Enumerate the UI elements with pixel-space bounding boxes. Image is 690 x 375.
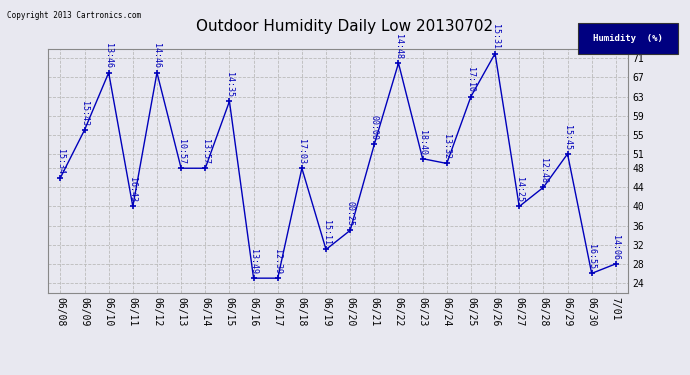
Text: 12:48: 12:48 bbox=[539, 158, 548, 183]
Text: 15:43: 15:43 bbox=[80, 101, 89, 126]
Text: 13:57: 13:57 bbox=[201, 139, 210, 164]
Text: 14:25: 14:25 bbox=[515, 177, 524, 202]
Text: 17:10: 17:10 bbox=[466, 68, 475, 92]
Text: 17:03: 17:03 bbox=[297, 139, 306, 164]
Text: 14:35: 14:35 bbox=[225, 72, 234, 97]
Text: 18:40: 18:40 bbox=[418, 129, 427, 154]
Text: 15:34: 15:34 bbox=[56, 148, 65, 174]
Text: 13:32: 13:32 bbox=[442, 134, 451, 159]
Text: 15:11: 15:11 bbox=[322, 220, 331, 245]
Text: 13:49: 13:49 bbox=[249, 249, 258, 274]
Text: Copyright 2013 Cartronics.com: Copyright 2013 Cartronics.com bbox=[7, 11, 141, 20]
Text: Humidity  (%): Humidity (%) bbox=[593, 34, 663, 43]
Text: 13:46: 13:46 bbox=[104, 44, 113, 69]
Text: 14:48: 14:48 bbox=[394, 34, 403, 59]
Text: 10:57: 10:57 bbox=[177, 139, 186, 164]
Text: 00:00: 00:00 bbox=[370, 115, 379, 140]
Text: 16:43: 16:43 bbox=[128, 177, 137, 202]
Text: 14:06: 14:06 bbox=[611, 235, 620, 260]
Text: Outdoor Humidity Daily Low 20130702: Outdoor Humidity Daily Low 20130702 bbox=[197, 19, 493, 34]
Text: 15:31: 15:31 bbox=[491, 24, 500, 50]
Text: 14:46: 14:46 bbox=[152, 44, 161, 69]
Text: 16:55: 16:55 bbox=[587, 244, 596, 269]
Text: 00:25: 00:25 bbox=[346, 201, 355, 226]
Text: 12:39: 12:39 bbox=[273, 249, 282, 274]
Text: 15:45: 15:45 bbox=[563, 125, 572, 150]
